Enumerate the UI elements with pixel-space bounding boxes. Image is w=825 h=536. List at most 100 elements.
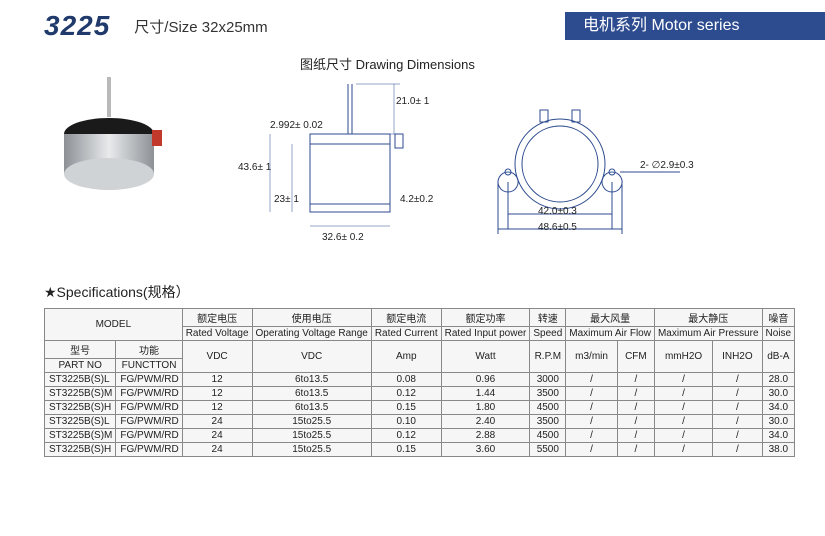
cell: ST3225B(S)L bbox=[45, 373, 116, 387]
cell: 0.96 bbox=[441, 373, 530, 387]
hdr-en: Operating Voltage Range bbox=[252, 327, 371, 341]
spec-title: ★Specifications(规格） bbox=[44, 282, 825, 302]
cell: / bbox=[654, 401, 712, 415]
cell: / bbox=[566, 443, 618, 457]
hdr-cn: 转速 bbox=[530, 309, 566, 327]
hdr-func-en: FUNCTTON bbox=[116, 359, 182, 373]
table-row: ST3225B(S)MFG/PWM/RD126to13.50.121.44350… bbox=[45, 387, 795, 401]
cell: 2.40 bbox=[441, 415, 530, 429]
cell: 3.60 bbox=[441, 443, 530, 457]
unit: CFM bbox=[617, 341, 654, 373]
spec-table: MODEL 额定电压 使用电压 额定电流 额定功率 转速 最大风量 最大静压 噪… bbox=[44, 308, 795, 457]
drawing-area: 图纸尺寸 Drawing Dimensions bbox=[40, 54, 785, 264]
cell: ST3225B(S)H bbox=[45, 401, 116, 415]
cell: / bbox=[654, 429, 712, 443]
cell: / bbox=[654, 415, 712, 429]
table-row: ST3225B(S)LFG/PWM/RD2415to25.50.102.4035… bbox=[45, 415, 795, 429]
dim-hole-dia: 2- ∅2.9±0.3 bbox=[640, 160, 694, 171]
cell: / bbox=[713, 429, 762, 443]
table-header-sub: 型号 功能 VDC VDC Amp Watt R.P.M m3/min CFM … bbox=[45, 341, 795, 359]
hdr-func-cn: 功能 bbox=[116, 341, 182, 359]
cell: 12 bbox=[182, 401, 252, 415]
cell: 0.15 bbox=[371, 401, 441, 415]
unit: m3/min bbox=[566, 341, 618, 373]
hdr-cn: 额定电流 bbox=[371, 309, 441, 327]
cell: 0.08 bbox=[371, 373, 441, 387]
unit: R.P.M bbox=[530, 341, 566, 373]
cell: FG/PWM/RD bbox=[116, 415, 182, 429]
hdr-cn: 额定电压 bbox=[182, 309, 252, 327]
table-row: ST3225B(S)HFG/PWM/RD126to13.50.151.80450… bbox=[45, 401, 795, 415]
table-row: ST3225B(S)MFG/PWM/RD2415to25.50.122.8845… bbox=[45, 429, 795, 443]
cell: / bbox=[617, 401, 654, 415]
cell: 6to13.5 bbox=[252, 387, 371, 401]
cell: / bbox=[617, 443, 654, 457]
hdr-cn: 额定功率 bbox=[441, 309, 530, 327]
hdr-cn: 噪音 bbox=[762, 309, 795, 327]
hdr-en: Speed bbox=[530, 327, 566, 341]
hdr-en: Rated Current bbox=[371, 327, 441, 341]
hdr-partno-en: PART NO bbox=[45, 359, 116, 373]
cell: 0.10 bbox=[371, 415, 441, 429]
dim-flange-thk: 4.2±0.2 bbox=[400, 194, 434, 205]
cell: 15to25.5 bbox=[252, 443, 371, 457]
table-row: ST3225B(S)LFG/PWM/RD126to13.50.080.96300… bbox=[45, 373, 795, 387]
cell: / bbox=[713, 387, 762, 401]
cell: FG/PWM/RD bbox=[116, 387, 182, 401]
drawing-svg: 21.0± 1 2.992± 0.02 43.6± 1 23± 1 32.6± … bbox=[40, 54, 800, 264]
hdr-en: Rated Input power bbox=[441, 327, 530, 341]
cell: 24 bbox=[182, 429, 252, 443]
hdr-en: Noise bbox=[762, 327, 795, 341]
cell: 0.12 bbox=[371, 387, 441, 401]
cell: / bbox=[566, 387, 618, 401]
cell: / bbox=[713, 415, 762, 429]
cell: / bbox=[617, 429, 654, 443]
unit: Amp bbox=[371, 341, 441, 373]
cell: 12 bbox=[182, 373, 252, 387]
dim-flange-w: 48.6±0.5 bbox=[538, 222, 577, 233]
dim-body-half: 23± 1 bbox=[274, 194, 299, 205]
cell: ST3225B(S)M bbox=[45, 387, 116, 401]
cell: / bbox=[566, 373, 618, 387]
table-row: ST3225B(S)HFG/PWM/RD2415to25.50.153.6055… bbox=[45, 443, 795, 457]
cell: / bbox=[566, 429, 618, 443]
cell: / bbox=[566, 401, 618, 415]
cell: FG/PWM/RD bbox=[116, 373, 182, 387]
hdr-cn: 最大风量 bbox=[566, 309, 655, 327]
cell: 0.15 bbox=[371, 443, 441, 457]
dim-shaft-len: 21.0± 1 bbox=[396, 96, 430, 107]
cell: / bbox=[654, 373, 712, 387]
dim-hole-pitch: 42.0±0.3 bbox=[538, 206, 577, 217]
cell: / bbox=[713, 443, 762, 457]
cell: 1.44 bbox=[441, 387, 530, 401]
cell: 3500 bbox=[530, 415, 566, 429]
hdr-cn: 使用电压 bbox=[252, 309, 371, 327]
cell: / bbox=[654, 443, 712, 457]
cell: 4500 bbox=[530, 401, 566, 415]
dim-body-dia: 32.6± 0.2 bbox=[322, 232, 364, 243]
cell: / bbox=[654, 387, 712, 401]
cell: 6to13.5 bbox=[252, 373, 371, 387]
cell: / bbox=[713, 401, 762, 415]
unit: VDC bbox=[182, 341, 252, 373]
cell: 3500 bbox=[530, 387, 566, 401]
cell: 34.0 bbox=[762, 429, 795, 443]
table-header-cn: MODEL 额定电压 使用电压 额定电流 额定功率 转速 最大风量 最大静压 噪… bbox=[45, 309, 795, 327]
series-bar: 电机系列 Motor series bbox=[565, 12, 825, 40]
cell: 1.80 bbox=[441, 401, 530, 415]
cell: 28.0 bbox=[762, 373, 795, 387]
cell: 3000 bbox=[530, 373, 566, 387]
cell: 30.0 bbox=[762, 387, 795, 401]
header: 3225 尺寸/Size 32x25mm 电机系列 Motor series bbox=[0, 8, 825, 44]
cell: / bbox=[617, 387, 654, 401]
hdr-model: MODEL bbox=[45, 309, 183, 341]
cell: 34.0 bbox=[762, 401, 795, 415]
unit: Watt bbox=[441, 341, 530, 373]
cell: FG/PWM/RD bbox=[116, 443, 182, 457]
hdr-partno-cn: 型号 bbox=[45, 341, 116, 359]
cell: 4500 bbox=[530, 429, 566, 443]
drawing-title: 图纸尺寸 Drawing Dimensions bbox=[300, 54, 475, 73]
cell: 30.0 bbox=[762, 415, 795, 429]
cell: 5500 bbox=[530, 443, 566, 457]
cell: ST3225B(S)L bbox=[45, 415, 116, 429]
